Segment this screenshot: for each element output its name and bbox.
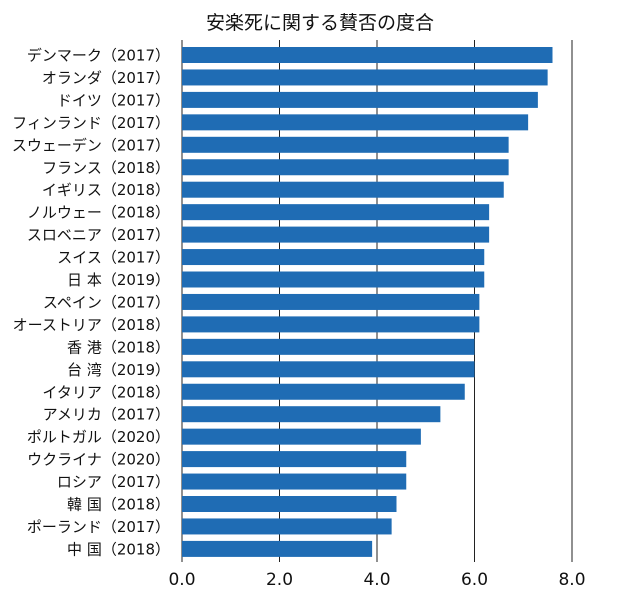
x-tick-label-2: 4.0: [363, 570, 390, 590]
category-label-17: ポルトガル（2020）: [27, 428, 170, 446]
x-tick-label-3: 6.0: [461, 570, 488, 590]
category-label-22: 中 国（2018）: [67, 540, 170, 558]
category-label-11: スペイン（2017）: [43, 293, 170, 311]
category-label-1: オランダ（2017）: [42, 69, 170, 87]
category-label-18: ウクライナ（2020）: [27, 451, 170, 469]
category-label-7: ノルウェー（2018）: [27, 204, 170, 222]
category-label-21: ポーランド（2017）: [27, 518, 170, 536]
bar-9: [182, 249, 485, 266]
bar-22: [182, 540, 373, 557]
bar-10: [182, 271, 485, 288]
bar-12: [182, 316, 480, 333]
category-label-9: スイス（2017）: [57, 249, 170, 267]
category-label-15: イタリア（2018）: [42, 383, 170, 401]
bar-4: [182, 136, 509, 153]
bar-6: [182, 181, 504, 198]
category-label-13: 香 港（2018）: [67, 338, 170, 356]
category-label-10: 日 本（2019）: [67, 271, 170, 289]
category-label-20: 韓 国（2018）: [67, 496, 170, 514]
bar-21: [182, 518, 392, 535]
category-label-6: イギリス（2018）: [42, 181, 170, 199]
category-label-19: ロシア（2017）: [57, 473, 170, 491]
category-label-2: ドイツ（2017）: [57, 91, 170, 109]
category-label-8: スロベニア（2017）: [27, 226, 170, 244]
category-label-14: 台 湾（2019）: [67, 361, 170, 379]
bar-1: [182, 69, 548, 86]
bar-19: [182, 473, 407, 490]
bars: [182, 47, 553, 557]
category-label-5: フランス（2018）: [42, 159, 170, 177]
bar-15: [182, 383, 465, 400]
x-tick-label-1: 2.0: [266, 570, 293, 590]
bar-5: [182, 159, 509, 176]
bar-13: [182, 338, 475, 355]
chart-title: 安楽死に関する賛否の度合: [205, 12, 434, 34]
category-label-4: スウェーデン（2017）: [12, 136, 170, 154]
bar-20: [182, 496, 397, 512]
bar-3: [182, 114, 529, 131]
bar-0: [182, 47, 553, 63]
category-label-0: デンマーク（2017）: [27, 47, 170, 65]
category-labels: デンマーク（2017） オランダ（2017） ドイツ（2017） フィンランド（201…: [12, 47, 170, 559]
bar-8: [182, 226, 490, 243]
x-tick-labels: 0.0 2.0 4.0 6.0 8.0: [168, 570, 585, 590]
bar-11: [182, 293, 480, 310]
x-tick-label-4: 8.0: [558, 570, 585, 590]
x-tick-label-0: 0.0: [168, 570, 195, 590]
category-label-3: フィンランド（2017）: [12, 114, 170, 132]
bar-7: [182, 204, 490, 221]
category-label-12: オーストリア（2018）: [13, 316, 170, 334]
bar-17: [182, 428, 421, 445]
bar-2: [182, 91, 538, 108]
category-label-16: アメリカ（2017）: [43, 406, 170, 424]
bar-14: [182, 361, 475, 378]
bar-16: [182, 406, 441, 423]
bar-18: [182, 451, 407, 468]
